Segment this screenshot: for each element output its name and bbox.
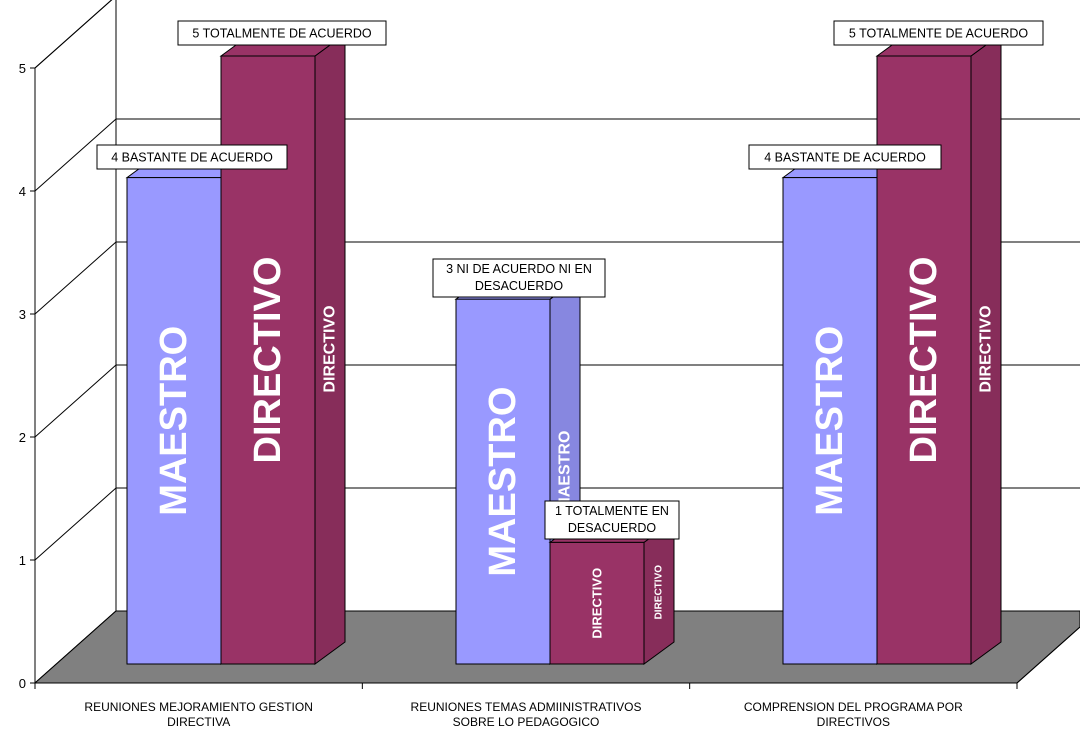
data-label-text: 5 TOTALMENTE DE ACUERDO [192, 27, 371, 41]
x-category-label: DIRECTIVA [167, 715, 230, 729]
bar [549, 541, 645, 665]
data-label-text: 4 BASTANTE DE ACUERDO [764, 151, 926, 165]
bar-side-series-label: DIRECTIVO [654, 565, 665, 620]
data-label-box [544, 500, 680, 540]
data-label-box [748, 144, 942, 170]
x-category-label: COMPRENSION DEL PROGRAMA POR [744, 700, 963, 714]
data-label: 5 TOTALMENTE DE ACUERDO [177, 20, 387, 46]
y-tick-label: 0 [19, 676, 26, 691]
data-label: 3 NI DE ACUERDO NI EN DESACUERDO [432, 258, 606, 298]
bar [782, 177, 878, 665]
y-tick-label: 2 [19, 430, 26, 445]
y-axis: 0 1 2 3 4 5 [19, 61, 36, 691]
data-label: 4 BASTANTE DE ACUERDO [748, 144, 942, 170]
bars: MAESTROMAESTROMAESTROMAESTROMAESTROMAEST… [125, 33, 1003, 665]
data-label-box [96, 144, 288, 170]
bar-series-label: MAESTRO [809, 326, 851, 516]
gridline-diagonal [34, 0, 113, 69]
data-label-text: 3 NI DE ACUERDO NI EN [446, 262, 592, 276]
x-category-label: REUNIONES TEMAS ADMIINISTRATIVOS [411, 700, 642, 714]
data-label: 4 BASTANTE DE ACUERDO [96, 144, 288, 170]
y-tick-label: 1 [19, 553, 26, 568]
data-label-text: DESACUERDO [568, 521, 656, 535]
bar-side-series-label: DIRECTIVO [322, 305, 339, 392]
data-labels: 4 BASTANTE DE ACUERDO 3 NI DE ACUERDO NI … [96, 20, 1044, 540]
gridline-diagonal [34, 118, 117, 192]
x-category-label: REUNIONES MEJORAMIENTO GESTION [84, 700, 312, 714]
bar-series-label: MAESTRO [153, 326, 195, 516]
data-label-text: DESACUERDO [475, 279, 563, 293]
bar [455, 298, 551, 665]
x-category-label: DIRECTIVOS [817, 715, 890, 729]
data-label-box [833, 20, 1044, 46]
data-label-box [432, 258, 606, 298]
bar-series-label: DIRECTIVO [903, 257, 945, 464]
data-label-text: 1 TOTALMENTE EN [555, 504, 669, 518]
bar-series-label: DIRECTIVO [247, 257, 289, 464]
gridline-diagonal [34, 364, 117, 438]
bar-side-series-label: DIRECTIVO [978, 305, 995, 392]
data-label: 1 TOTALMENTE EN DESACUERDO [544, 500, 680, 540]
data-label-box [177, 20, 387, 46]
bar [126, 177, 222, 665]
data-label: 5 TOTALMENTE DE ACUERDO [833, 20, 1044, 46]
x-category-label: SOBRE LO PEDAGOGICO [453, 715, 600, 729]
side-wall [34, 0, 117, 685]
y-tick-label: 4 [19, 184, 26, 199]
data-label-text: 4 BASTANTE DE ACUERDO [111, 151, 273, 165]
y-tick-label: 5 [19, 61, 26, 76]
gridline-diagonal [34, 487, 117, 561]
gridline-diagonal [34, 241, 117, 315]
y-tick-label: 3 [19, 307, 26, 322]
bar-side-series-label: MAESTRO [557, 431, 574, 511]
bar-series-label: DIRECTIVO [590, 568, 605, 639]
data-label-text: 5 TOTALMENTE DE ACUERDO [849, 27, 1028, 41]
floor-edge [1016, 626, 1080, 684]
bar-series-label: MAESTRO [482, 387, 524, 577]
